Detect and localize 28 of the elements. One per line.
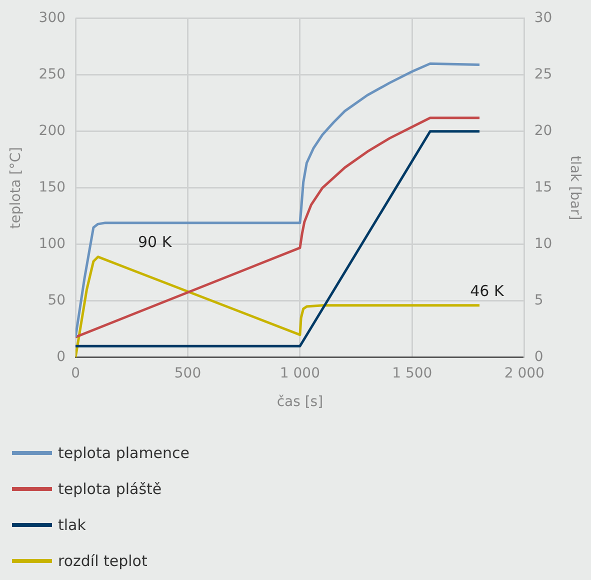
x-tick-label: 1 000 bbox=[280, 365, 320, 382]
x-tick-label: 2 000 bbox=[504, 365, 544, 382]
y-tick-label: 250 bbox=[38, 66, 66, 83]
y2-tick-label: 10 bbox=[534, 236, 552, 252]
legend-label: rozdíl teplot bbox=[58, 552, 148, 570]
y2-tick-label: 5 bbox=[534, 292, 544, 309]
y2-tick-label: 25 bbox=[534, 66, 552, 83]
y-axis-title: teplota [°C] bbox=[8, 147, 24, 229]
y-tick-label: 200 bbox=[38, 123, 66, 140]
y2-tick-label: 0 bbox=[534, 349, 544, 366]
x-tick-label: 0 bbox=[71, 365, 80, 382]
y2-tick-label: 20 bbox=[534, 123, 552, 140]
y2-axis-title: tlak [bar] bbox=[566, 156, 583, 220]
y-tick-label: 100 bbox=[38, 236, 66, 252]
annotation: 46 K bbox=[470, 282, 505, 300]
x-axis-title: čas [s] bbox=[276, 394, 324, 410]
y-tick-label: 0 bbox=[56, 349, 66, 366]
x-tick-label: 1 500 bbox=[392, 365, 432, 382]
y2-tick-label: 30 bbox=[534, 10, 552, 26]
y2-tick-label: 15 bbox=[534, 180, 552, 196]
annotation: 90 K bbox=[138, 233, 173, 252]
legend-label: teplota pláště bbox=[58, 480, 162, 498]
legend-label: teplota plamence bbox=[58, 444, 190, 462]
legend-label: tlak bbox=[58, 516, 86, 534]
y-tick-label: 300 bbox=[38, 10, 66, 26]
y-tick-label: 50 bbox=[48, 292, 66, 309]
x-tick-label: 500 bbox=[174, 365, 202, 382]
y-tick-label: 150 bbox=[38, 180, 66, 196]
